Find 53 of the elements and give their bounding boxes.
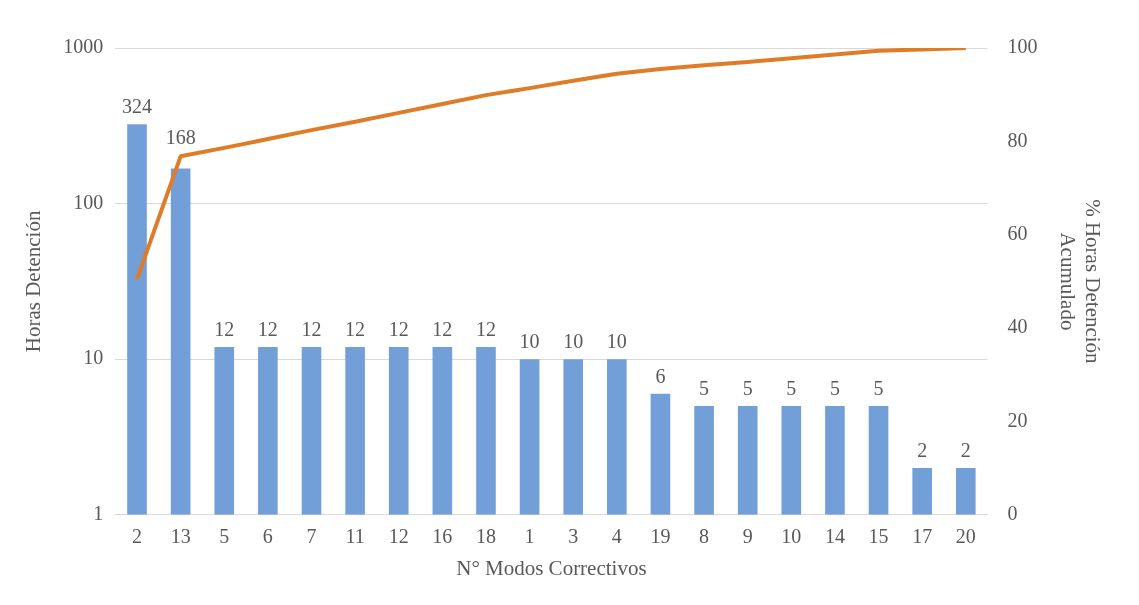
data-label: 5 bbox=[829, 377, 840, 400]
y-tick-label: 1000 bbox=[63, 35, 104, 58]
data-label: 5 bbox=[742, 377, 753, 400]
x-tick-label: 16 bbox=[432, 525, 453, 548]
x-tick-label: 9 bbox=[742, 525, 753, 548]
x-tick-label: 8 bbox=[699, 525, 710, 548]
x-tick-label: 14 bbox=[824, 525, 845, 548]
data-label: 12 bbox=[214, 318, 235, 341]
x-axis-title: N° Modos Correctivos bbox=[456, 555, 647, 580]
data-label: 5 bbox=[699, 377, 710, 400]
x-tick-label: 11 bbox=[345, 525, 365, 548]
y2-tick-label: 80 bbox=[1007, 128, 1028, 151]
y-tick-label: 100 bbox=[73, 190, 104, 213]
y2-tick-label: 20 bbox=[1007, 408, 1028, 431]
x-tick-label: 18 bbox=[475, 525, 496, 548]
data-label: 5 bbox=[873, 377, 884, 400]
x-tick-label: 7 bbox=[306, 525, 317, 548]
x-tick-label: 15 bbox=[868, 525, 889, 548]
data-label: 12 bbox=[432, 318, 453, 341]
data-label: 168 bbox=[165, 125, 196, 148]
data-label: 10 bbox=[519, 330, 540, 353]
data-label: 10 bbox=[606, 330, 627, 353]
y-tick-label: 10 bbox=[83, 346, 104, 369]
x-tick-label: 10 bbox=[781, 525, 802, 548]
x-tick-label: 12 bbox=[388, 525, 409, 548]
y2-tick-label: 0 bbox=[1007, 502, 1018, 525]
x-tick-label: 1 bbox=[524, 525, 535, 548]
data-label: 5 bbox=[786, 377, 797, 400]
y2-tick-label: 40 bbox=[1007, 315, 1028, 338]
x-tick-label: 19 bbox=[650, 525, 671, 548]
y2-axis-title: % Horas Detención Acumulado bbox=[1055, 199, 1105, 365]
data-label: 12 bbox=[345, 318, 366, 341]
y-tick-label: 1 bbox=[93, 502, 104, 525]
x-tick-label: 13 bbox=[170, 525, 191, 548]
x-tick-label: 6 bbox=[262, 525, 273, 548]
data-label: 10 bbox=[563, 330, 584, 353]
data-label: 6 bbox=[655, 364, 666, 387]
y2-tick-label: 60 bbox=[1007, 221, 1028, 244]
data-label: 12 bbox=[301, 318, 322, 341]
x-tick-label: 4 bbox=[611, 525, 622, 548]
data-label: 2 bbox=[917, 439, 928, 462]
data-label: 12 bbox=[257, 318, 278, 341]
y2-tick-label: 100 bbox=[1007, 35, 1038, 58]
x-tick-label: 17 bbox=[912, 525, 933, 548]
x-tick-label: 3 bbox=[568, 525, 579, 548]
data-label: 12 bbox=[388, 318, 409, 341]
x-tick-label: 20 bbox=[955, 525, 976, 548]
y-axis-title: Horas Detención bbox=[21, 210, 46, 353]
data-label: 12 bbox=[475, 318, 496, 341]
data-label: 2 bbox=[960, 439, 971, 462]
x-tick-label: 2 bbox=[132, 525, 143, 548]
data-label: 324 bbox=[122, 95, 153, 118]
x-tick-label: 5 bbox=[219, 525, 230, 548]
